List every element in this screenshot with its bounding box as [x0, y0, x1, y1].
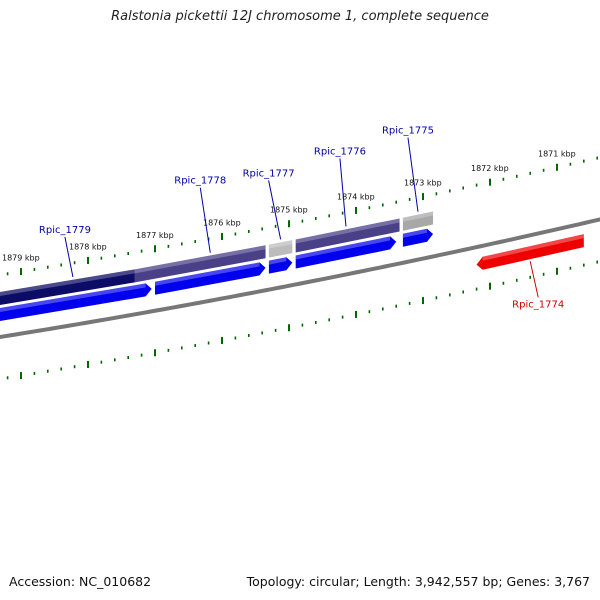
upper-tick-ruler: 1879 kbp 1878 kbp 1877 kbp 1876 kbp 1875 kbp… [2, 149, 599, 276]
feature-block [295, 218, 400, 253]
gene-arrows[interactable] [0, 228, 584, 370]
gene-arrow-rpic-1777[interactable] [268, 257, 293, 274]
tick-label: 1879 kbp [2, 254, 40, 263]
feature-block-highlight [295, 218, 400, 244]
tick-label: 1875 kbp [270, 206, 308, 215]
gene-label[interactable]: Rpic_1776 [314, 146, 366, 157]
feature-block-highlight [0, 269, 135, 296]
tick-label: 1877 kbp [136, 231, 174, 240]
gene-arrow-rpic-1778[interactable] [155, 262, 266, 295]
tick-label: 1871 kbp [538, 149, 576, 158]
gene-label-leader [64, 236, 74, 278]
feature-blocks [0, 211, 434, 305]
gene-label-leader [199, 187, 211, 253]
feature-block [402, 211, 434, 231]
gene-arrow-rpic-1779[interactable] [0, 283, 152, 322]
feature-block [268, 240, 293, 258]
gene-arrow-rpic-1776[interactable] [295, 236, 397, 269]
gene-label[interactable]: Rpic_1778 [174, 176, 226, 187]
gene-arrow-rpic-1774[interactable] [476, 234, 584, 270]
lower-tick-ruler [6, 260, 599, 380]
gene-label-leader [529, 261, 539, 298]
feature-block-highlight [268, 240, 293, 249]
gene-arrow-highlight [0, 283, 146, 312]
accession-label: Accession: NC_010682 [9, 574, 152, 589]
backbone-arc [0, 217, 600, 340]
gene-arrow-highlight [295, 236, 391, 260]
feature-block-highlight [402, 211, 434, 222]
gene-label[interactable]: Rpic_1779 [39, 225, 91, 236]
gene-labels[interactable]: Rpic_1775 Rpic_1776 Rpic_1777 Rpic_1778 Rpic… [0, 126, 564, 428]
tick-label: 1872 kbp [471, 164, 509, 173]
feature-block [134, 245, 266, 283]
gene-label-leader [268, 180, 282, 240]
tick-label: 1874 kbp [337, 192, 375, 201]
gene-label[interactable]: Rpic_1774 [512, 299, 564, 310]
gene-label[interactable]: Rpic_1777 [243, 168, 295, 179]
gene-arrow-highlight [155, 262, 260, 286]
gene-arrow-highlight [482, 234, 584, 261]
summary-label: Topology: circular; Length: 3,942,557 bp… [246, 574, 590, 589]
gene-label[interactable]: Rpic_1775 [382, 126, 434, 137]
gene-label-leader [339, 158, 347, 227]
gene-label-leader [407, 137, 419, 212]
map-title: Ralstonia pickettii 12J chromosome 1, co… [111, 9, 489, 24]
tick-label: 1876 kbp [203, 219, 241, 228]
gene-arrow-highlight [402, 228, 428, 238]
tick-label: 1873 kbp [404, 179, 442, 188]
feature-block-highlight [134, 245, 266, 274]
gene-arrow-rpic-1775[interactable] [402, 228, 434, 247]
tick-label: 1878 kbp [69, 242, 107, 251]
feature-block [0, 269, 135, 305]
gene-arrow-highlight [268, 257, 287, 265]
